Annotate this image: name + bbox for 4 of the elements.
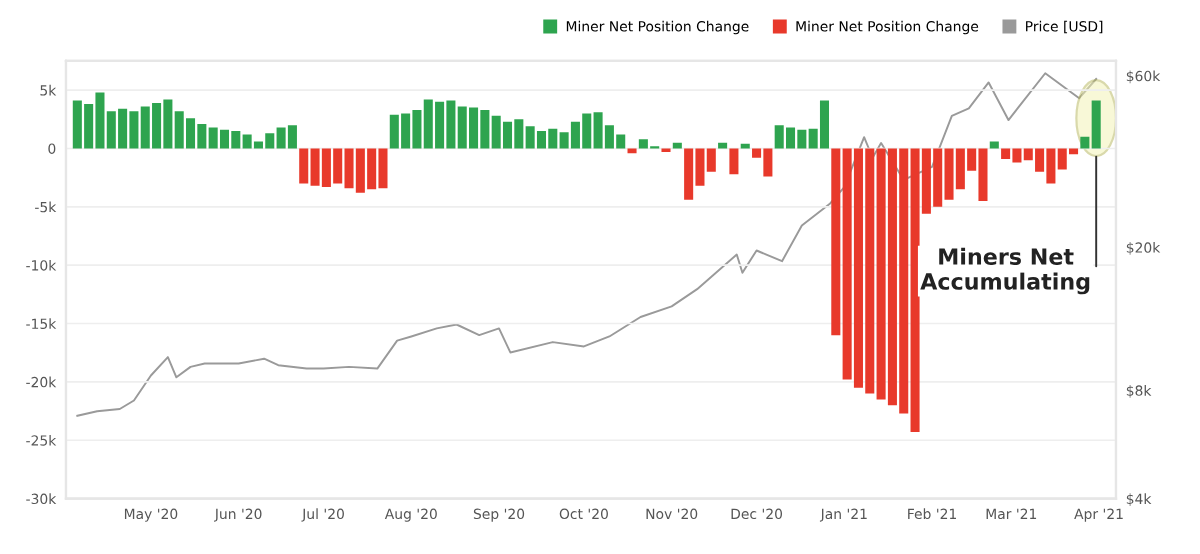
bar [729,148,739,175]
bar [627,148,637,154]
bar [989,141,999,149]
annotation: Miners Net Accumulating [920,247,1090,295]
